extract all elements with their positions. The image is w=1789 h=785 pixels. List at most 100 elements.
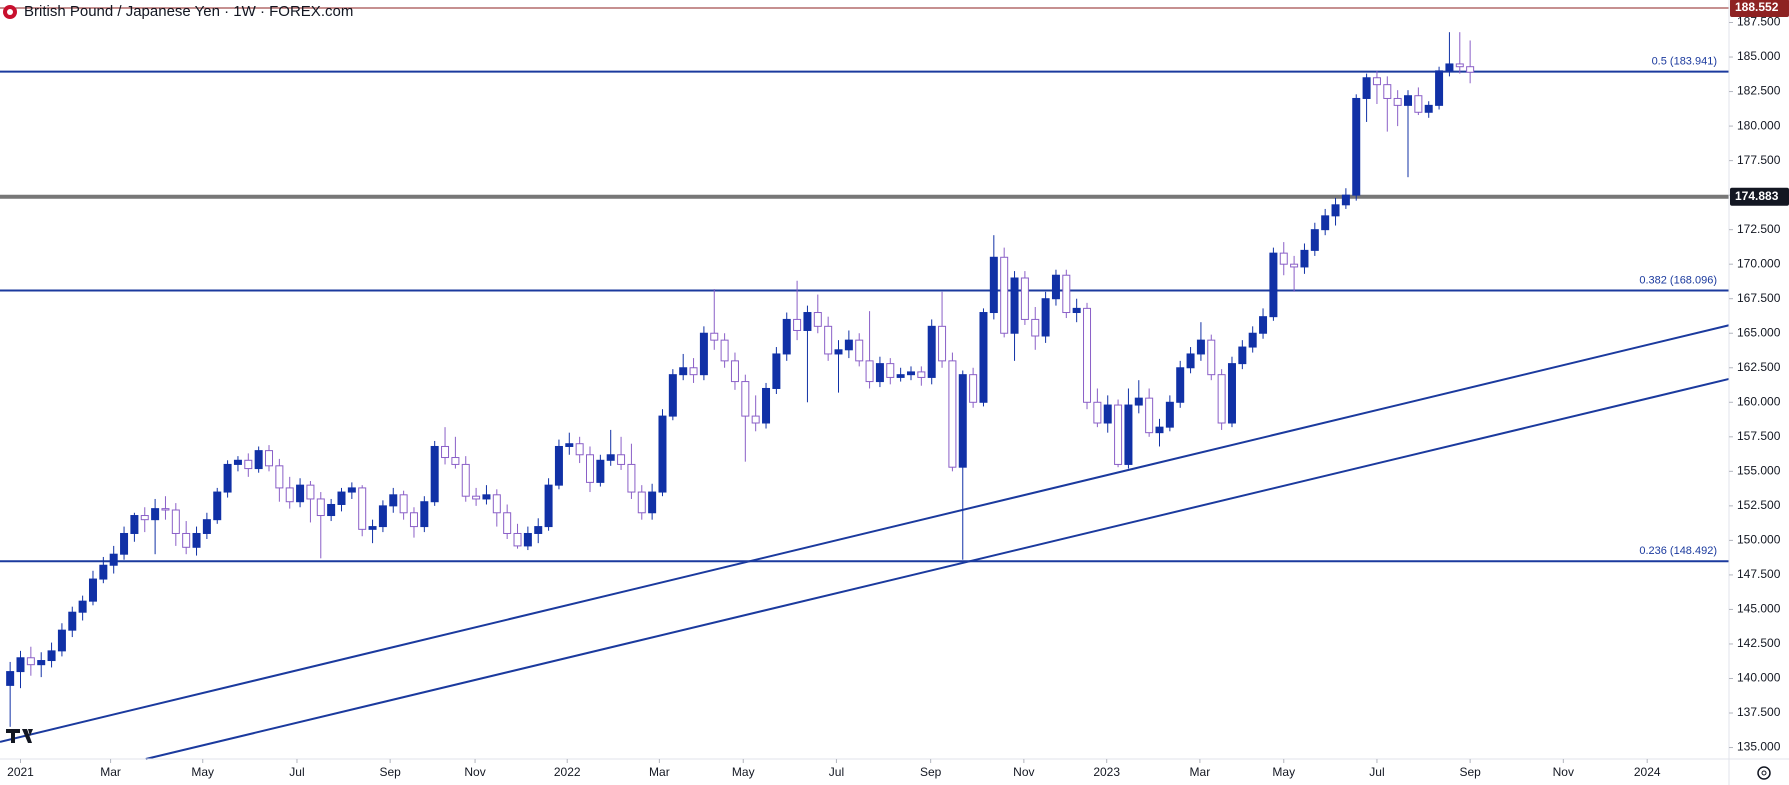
candle-body [192, 532, 201, 548]
candle-body [648, 491, 657, 514]
trendline [145, 377, 1730, 760]
candle-body [57, 629, 66, 652]
candle-body [161, 508, 170, 511]
candle-body [689, 367, 698, 376]
x-tick-label: 2021 [7, 765, 34, 779]
y-tick-label: 150.000 [1737, 533, 1781, 547]
y-tick-label: 187.500 [1737, 15, 1781, 29]
candle-body [1279, 252, 1288, 265]
x-tick-label: Sep [1459, 765, 1481, 779]
candle-body [1455, 63, 1464, 68]
candle-body [627, 463, 636, 493]
y-tick-label: 185.000 [1737, 49, 1781, 63]
flag-icon [7, 9, 13, 15]
x-tick-label: 2024 [1634, 765, 1661, 779]
candle-body [1259, 316, 1268, 334]
candle-body [1020, 277, 1029, 320]
candle-body [699, 332, 708, 376]
y-tick-label: 170.000 [1737, 256, 1781, 270]
candle-body [637, 491, 646, 514]
y-tick-label: 142.500 [1737, 636, 1781, 650]
candle-body [26, 657, 35, 666]
candle-body [265, 450, 274, 467]
candle-body [813, 312, 822, 327]
candle-body [886, 363, 895, 378]
x-tick-label: Mar [1190, 765, 1211, 779]
candle-body [523, 532, 532, 547]
candle-body [1393, 97, 1402, 106]
candle-body [834, 349, 843, 355]
y-tick-label: 167.500 [1737, 291, 1781, 305]
candle-body [1072, 307, 1081, 314]
fib-level-label: 0.5 (183.941) [1652, 56, 1717, 68]
x-tick-label: Jul [1369, 765, 1384, 779]
candle-body [865, 360, 874, 383]
x-tick-label: May [191, 765, 214, 779]
fib-level-label: 0.382 (168.096) [1639, 274, 1717, 286]
candle-body [47, 650, 56, 662]
gear[interactable] [1757, 766, 1771, 780]
candle-body [441, 445, 450, 459]
x-tick-label: Sep [920, 765, 942, 779]
candle-body [1321, 215, 1330, 231]
x-tick-label: 2023 [1093, 765, 1120, 779]
candle-body [751, 415, 760, 424]
price-label-box [1730, 187, 1789, 206]
candle-body [68, 611, 77, 631]
candle-body [1093, 401, 1102, 424]
candle-body [316, 498, 325, 517]
x-tick-label: Nov [1553, 765, 1574, 779]
candle-body [824, 325, 833, 355]
candle-body [254, 450, 263, 470]
candle-body [109, 553, 118, 566]
candle-body [1103, 404, 1112, 424]
x-tick-label: Mar [100, 765, 121, 779]
candle-body [875, 363, 884, 383]
candle-body [606, 454, 615, 461]
x-tick-label: Sep [379, 765, 401, 779]
candle-body [1238, 346, 1247, 365]
candle-body [1404, 95, 1413, 106]
candle-body [1124, 404, 1133, 465]
y-tick-label: 137.500 [1737, 705, 1781, 719]
trendline [0, 324, 1730, 743]
x-tick-label: Jul [289, 765, 304, 779]
candle-body [275, 465, 284, 489]
candle-body [782, 318, 791, 355]
y-tick-label: 135.000 [1737, 740, 1781, 754]
candle-body [906, 371, 915, 376]
candle-body [1041, 298, 1050, 337]
candle-body [151, 508, 160, 521]
y-tick-label: 165.000 [1737, 325, 1781, 339]
candle-body [710, 332, 719, 341]
fib-level-label: 0.236 (148.492) [1639, 545, 1717, 557]
candle-body [451, 457, 460, 465]
candle-body [37, 660, 46, 666]
candle-body [586, 454, 595, 483]
candle-body [1051, 274, 1060, 300]
candle-body [1186, 353, 1195, 369]
x-tick-label: 2022 [554, 765, 581, 779]
candle-body [1145, 397, 1154, 434]
x-tick-label: May [732, 765, 755, 779]
header: British Pound / Japanese Yen · 1W · FORE… [3, 3, 353, 20]
candle-body [233, 459, 242, 465]
candle-body [1176, 367, 1185, 403]
x-tick-label: Nov [1013, 765, 1034, 779]
candle-body [399, 494, 408, 514]
candle-body [1383, 84, 1392, 99]
candle-body [658, 415, 667, 493]
candle-body [461, 463, 470, 497]
candle-body [130, 515, 139, 534]
candle-body [979, 312, 988, 403]
candle-body [1362, 77, 1371, 99]
candle-body [1435, 70, 1444, 106]
logo [6, 729, 33, 743]
plot-area: 0.5 (183.941) 0.382 (168.096) 0.236 (148.4… [0, 7, 1730, 760]
candle-body [969, 374, 978, 403]
candle-body [337, 491, 346, 505]
candle-body [1031, 318, 1040, 337]
candle-body [1196, 339, 1205, 355]
